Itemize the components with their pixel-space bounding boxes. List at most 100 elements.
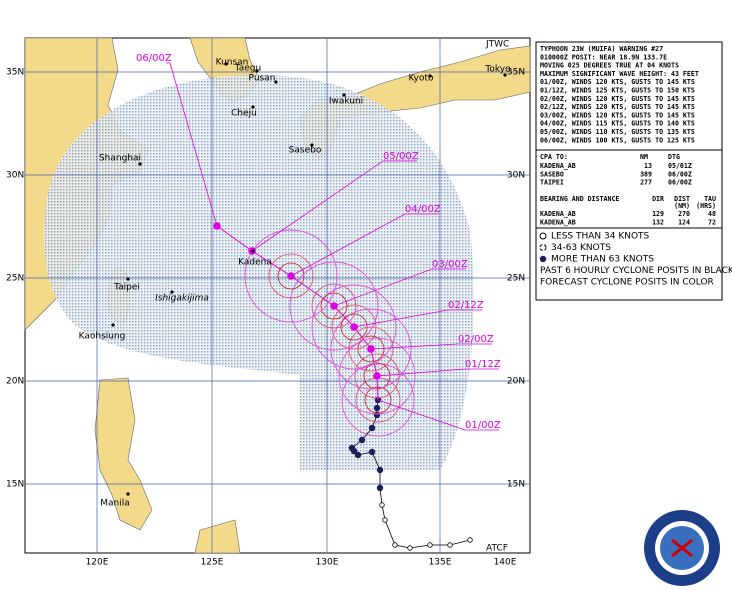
danger-area xyxy=(44,75,474,470)
cpa-cell: TAIPEI xyxy=(540,179,564,187)
longitude-label: 130E xyxy=(316,558,339,568)
warning-line: 02/00Z, WINDS 120 KTS, GUSTS TO 145 KTS xyxy=(540,95,695,103)
past-posit-strong xyxy=(376,484,384,492)
forecast-leader xyxy=(333,268,466,307)
bearing-cell: KADENA_AB xyxy=(540,210,576,218)
place-marker xyxy=(251,249,255,253)
longitude-label: 140E xyxy=(494,558,517,568)
forecast-label: 01/00Z xyxy=(465,420,501,431)
bearing-cell: 132 xyxy=(652,218,664,226)
wind-radius-50kt xyxy=(348,326,394,372)
place-marker xyxy=(224,62,228,66)
latitude-label: 25N xyxy=(6,274,24,284)
storm-track: 01/00Z 01/12Z 02/00Z 02/12Z 03/00Z 04/00Z 05/0… xyxy=(136,53,501,551)
latitude-label: 35N xyxy=(507,68,525,78)
forecast-leader xyxy=(290,213,439,277)
cpa-cell: 389 xyxy=(640,170,652,178)
past-posit-strong xyxy=(354,451,362,459)
cpa-header: NM xyxy=(640,153,648,161)
cpa-cell: 05/01Z xyxy=(668,162,692,170)
place-label: Kaohsiung xyxy=(79,332,126,342)
wind-radius-34kt xyxy=(311,284,397,370)
place-marker xyxy=(111,323,115,327)
past-posit-weak xyxy=(427,542,433,548)
past-posit-strong xyxy=(373,411,381,419)
past-posit-strong xyxy=(373,404,381,412)
wind-radius-34kt xyxy=(341,363,415,437)
forecast-label: 04/00Z xyxy=(405,204,441,215)
warning-line: 02/12Z, WINDS 120 KTS, GUSTS TO 145 KTS xyxy=(540,103,695,111)
bearing-cell: 72 xyxy=(708,218,716,226)
wind-radius-34kt xyxy=(289,261,379,351)
forecast-leader xyxy=(370,343,492,350)
longitude-label: 135E xyxy=(429,558,452,568)
forecast-label: 02/12Z xyxy=(448,300,484,311)
latitude-label: 35N xyxy=(6,68,24,78)
bearing-header: DIR xyxy=(652,195,664,203)
warning-line: 06/00Z, WINDS 100 KTS, GUSTS TO 125 KTS xyxy=(540,136,695,144)
forecast-track-line xyxy=(216,225,379,401)
bearing-unit: (NM) xyxy=(674,202,690,210)
bearing-header: DIST xyxy=(674,195,690,203)
wind-radius-50kt xyxy=(268,253,314,299)
place-marker xyxy=(503,73,507,77)
cpa-header: CPA TO: xyxy=(540,153,568,161)
info-panel xyxy=(535,41,723,301)
source-label: ATCF xyxy=(486,544,508,554)
place-label: Manila xyxy=(100,499,130,509)
cpa-cell: 13 xyxy=(644,162,652,170)
forecast-label: 06/00Z xyxy=(136,53,172,64)
wind-radius-50kt xyxy=(331,304,377,350)
wind-radius-34kt xyxy=(338,337,416,415)
cpa-cell: 06/00Z xyxy=(668,179,692,187)
place-marker xyxy=(126,277,130,281)
cpa-cell: KADENA_AB xyxy=(540,162,576,170)
forecast-leader xyxy=(353,309,482,328)
forecast-label: 01/12Z xyxy=(465,359,501,370)
place-marker xyxy=(255,69,259,73)
past-posit-weak xyxy=(407,545,413,551)
place-label: Tokyo xyxy=(484,65,511,75)
jtwc-seal xyxy=(644,510,720,586)
wind-radius-64kt xyxy=(277,262,305,290)
source-label: JTWC xyxy=(485,40,509,50)
warning-line: TYPHOON 23W (MUIFA) WARNING #27 xyxy=(540,45,663,53)
cpa-cell: 06/00Z xyxy=(668,170,692,178)
past-posit-strong xyxy=(368,424,376,432)
wind-radius-34kt xyxy=(330,308,412,390)
cpa-cell: SASEBO xyxy=(540,170,564,178)
cpa-header: DTG xyxy=(668,153,680,161)
place-marker xyxy=(428,74,432,78)
warning-line: 03/00Z, WINDS 120 KTS, GUSTS TO 145 KTS xyxy=(540,111,695,119)
bearing-cell: KADENA_AB xyxy=(540,218,576,226)
warning-line: MOVING 025 DEGREES TRUE AT 04 KNOTS xyxy=(540,62,679,70)
past-posit-strong xyxy=(376,466,384,474)
place-marker xyxy=(138,162,142,166)
wind-radius-64kt xyxy=(364,386,392,414)
forecast-leader xyxy=(376,368,499,377)
legend-label: 34-63 KNOTS xyxy=(551,243,611,253)
place-label: Sasebo xyxy=(289,146,322,156)
warning-line: 01/12Z, WINDS 125 KTS, GUSTS TO 150 KTS xyxy=(540,87,695,95)
legend-symbol xyxy=(539,244,547,251)
latitude-label: 30N xyxy=(6,171,24,181)
forecast-label: 05/00Z xyxy=(383,151,419,162)
legend-label: FORECAST CYCLONE POSITS IN COLOR xyxy=(540,278,714,288)
warning-line: 010000Z POSIT: NEAR 18.9N 133.7E xyxy=(540,53,667,61)
place-label: Taegu xyxy=(234,64,261,74)
longitude-label: 120E xyxy=(86,558,109,568)
place-label: Iwakuni xyxy=(329,97,363,107)
wind-radius-34kt xyxy=(244,229,338,323)
latitude-label: 25N xyxy=(507,274,525,284)
past-posit-weak xyxy=(382,517,388,523)
legend-label: MORE THAN 63 KNOTS xyxy=(551,255,654,265)
place-label: Shanghai xyxy=(99,154,141,164)
latitude-label: 30N xyxy=(507,171,525,181)
longitude-label: 125E xyxy=(201,558,224,568)
bearing-cell: 48 xyxy=(708,210,716,218)
legend-label: PAST 6 HOURLY CYCLONE POSITS IN BLACK xyxy=(540,266,732,276)
latitude-label: 15N xyxy=(507,480,525,490)
